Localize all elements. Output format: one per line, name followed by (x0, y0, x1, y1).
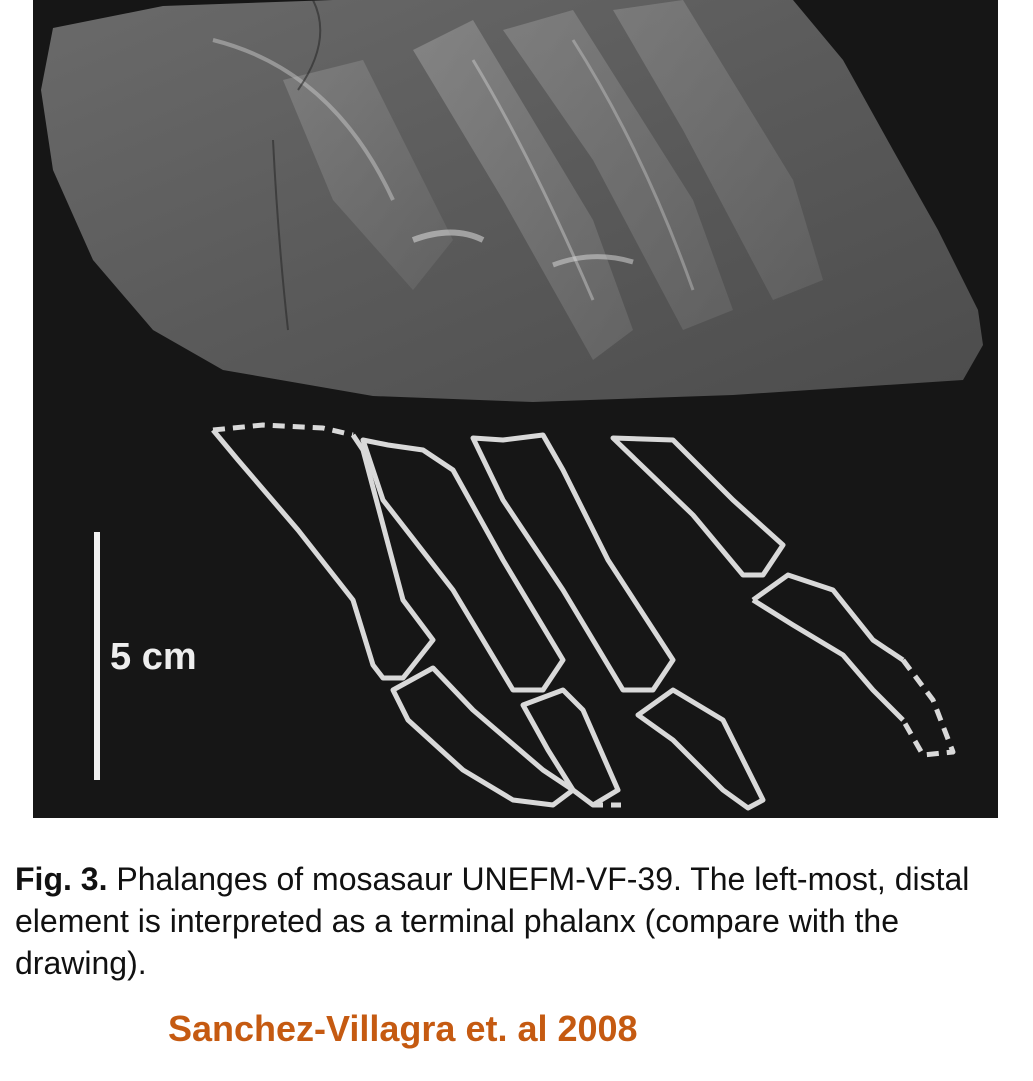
scale-bar-label: 5 cm (110, 636, 197, 678)
fossil-photo (41, 0, 983, 402)
figure-image (41, 0, 983, 811)
phalanx-outline (751, 572, 905, 663)
phalanx-outline (470, 432, 676, 693)
phalanx-outline (610, 435, 786, 578)
phalanx-outline-dashed (900, 658, 956, 758)
caption-text: Phalanges of mosasaur UNEFM-VF-39. The l… (15, 861, 970, 981)
phalanx-outline (390, 665, 576, 808)
figure-label: Fig. 3. (15, 861, 108, 897)
phalanx-outline (635, 687, 766, 811)
phalanx-outline (520, 687, 621, 808)
phalanx-outline (751, 597, 905, 722)
phalanges-drawing (211, 422, 956, 811)
phalanx-outline (360, 437, 566, 693)
source-credit: Sanchez-Villagra et. al 2008 (168, 1008, 638, 1049)
phalanx-outline (211, 428, 436, 681)
phalanx-outline-dashed (212, 422, 354, 438)
figure-panel: 5 cm (33, 0, 998, 818)
figure-caption: Fig. 3. Phalanges of mosasaur UNEFM-VF-3… (15, 858, 1020, 984)
